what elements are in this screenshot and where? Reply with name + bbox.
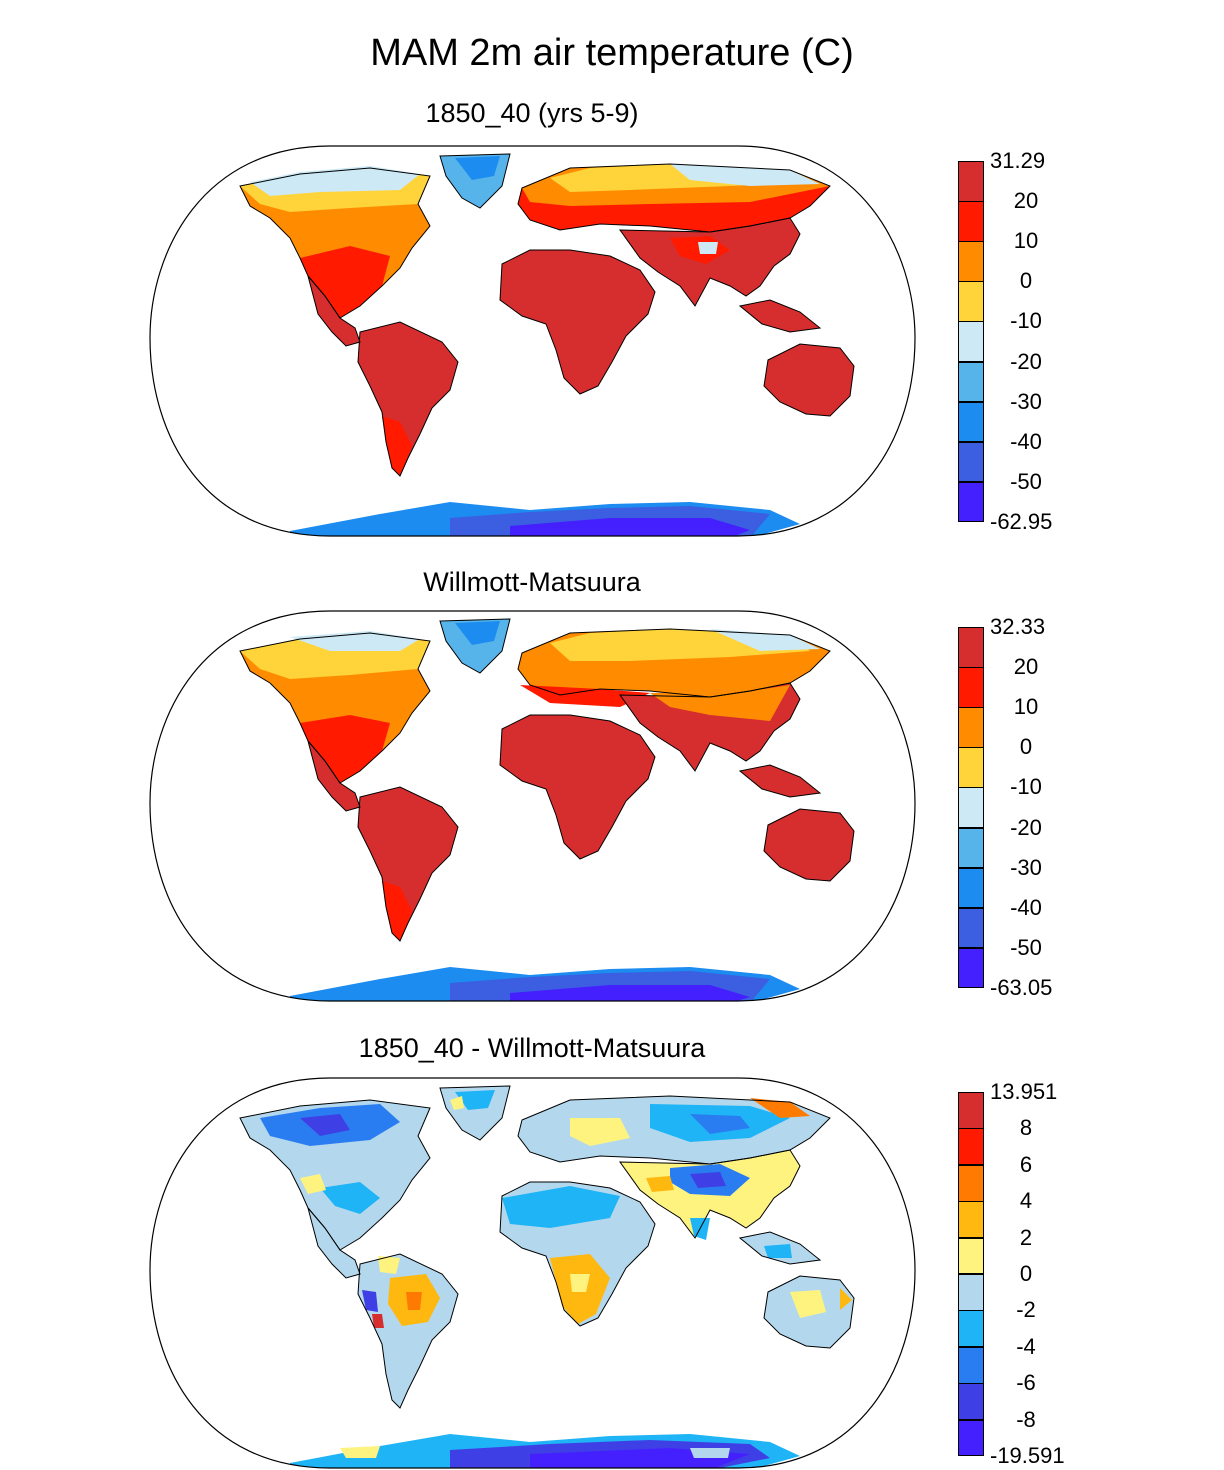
colorbar-swatch <box>958 627 984 668</box>
colorbar-tick-label: 10 <box>1013 228 1039 254</box>
colorbar-max-label: 13.951 <box>990 1079 1058 1104</box>
colorbar-tick-label: 0 <box>1019 268 1033 294</box>
figure-title: MAM 2m air temperature (C) <box>370 32 854 74</box>
map-panel-model <box>149 145 916 537</box>
colorbar-swatch <box>958 747 984 788</box>
colorbar-swatch <box>958 361 984 403</box>
colorbar-swatch <box>958 787 984 829</box>
colorbar-swatch <box>958 1237 984 1275</box>
map-panel-obs <box>149 610 916 1002</box>
colorbar-tick-label: 0 <box>1019 1261 1033 1286</box>
colorbar-tick-label: -40 <box>1010 428 1042 454</box>
colorbar-swatch <box>958 161 984 202</box>
colorbar-max-label: 32.33 <box>990 614 1046 639</box>
colorbar-swatch <box>958 441 984 483</box>
colorbar-tick-label: -4 <box>1016 1333 1036 1359</box>
colorbar-swatch <box>958 201 984 242</box>
colorbar-tick-label: -30 <box>1010 388 1042 414</box>
colorbar-swatch <box>958 1128 984 1166</box>
colorbar-tick-label: 20 <box>1013 188 1039 214</box>
colorbar-swatch <box>958 867 984 909</box>
colorbar-tick-label: -6 <box>1016 1370 1036 1396</box>
colorbar-min-label: -63.05 <box>990 975 1053 1000</box>
colorbar-swatch <box>958 481 984 523</box>
colorbar-swatch <box>958 1346 984 1384</box>
colorbar-swatch <box>958 947 984 989</box>
colorbar-tick-label: -8 <box>1016 1406 1036 1432</box>
colorbar-swatch <box>958 667 984 708</box>
colorbar-tick-label: -40 <box>1010 894 1042 920</box>
colorbar-swatch <box>958 321 984 363</box>
colorbar-swatch <box>958 1164 984 1202</box>
colorbar-tick-label: -20 <box>1010 348 1042 374</box>
colorbar-min-label: -19.591 <box>990 1443 1065 1468</box>
colorbar-tick-label: -10 <box>1010 774 1042 800</box>
colorbar-tick-label: 4 <box>1019 1188 1033 1214</box>
colorbar-swatch <box>958 907 984 949</box>
colorbar-swatch <box>958 707 984 748</box>
colorbar-swatch <box>958 1383 984 1421</box>
colorbar-tick-label: 20 <box>1013 654 1039 680</box>
colorbar-min-label: -62.95 <box>990 509 1053 534</box>
colorbar-tick-label: 10 <box>1013 694 1039 720</box>
colorbar-tick-label: -10 <box>1010 308 1042 334</box>
colorbar-tick-label: -50 <box>1010 468 1042 494</box>
colorbar-swatch <box>958 1274 984 1311</box>
colorbar-tick-label: 0 <box>1019 734 1033 760</box>
colorbar-swatch <box>958 241 984 282</box>
colorbar-tick-label: -30 <box>1010 854 1042 880</box>
colorbar-swatch <box>958 1092 984 1129</box>
map-panel-diff <box>149 1077 916 1469</box>
colorbar-swatch <box>958 401 984 443</box>
panel-title-obs: Willmott-Matsuura <box>423 567 641 597</box>
colorbar-tick-label: 6 <box>1019 1151 1033 1177</box>
panel-title-diff: 1850_40 - Willmott-Matsuura <box>358 1033 706 1063</box>
colorbar-swatch <box>958 827 984 869</box>
colorbar-swatch <box>958 1419 984 1457</box>
colorbar-tick-label: 2 <box>1019 1224 1033 1250</box>
colorbar-max-label: 31.29 <box>990 148 1046 173</box>
colorbar-swatch <box>958 1310 984 1348</box>
colorbar-tick-label: 8 <box>1019 1115 1033 1141</box>
colorbar-swatch <box>958 1201 984 1239</box>
colorbar-tick-label: -2 <box>1016 1297 1036 1323</box>
colorbar-swatch <box>958 281 984 322</box>
colorbar-tick-label: -20 <box>1010 814 1042 840</box>
panel-title-model: 1850_40 (yrs 5-9) <box>425 98 639 128</box>
colorbar-tick-label: -50 <box>1010 934 1042 960</box>
